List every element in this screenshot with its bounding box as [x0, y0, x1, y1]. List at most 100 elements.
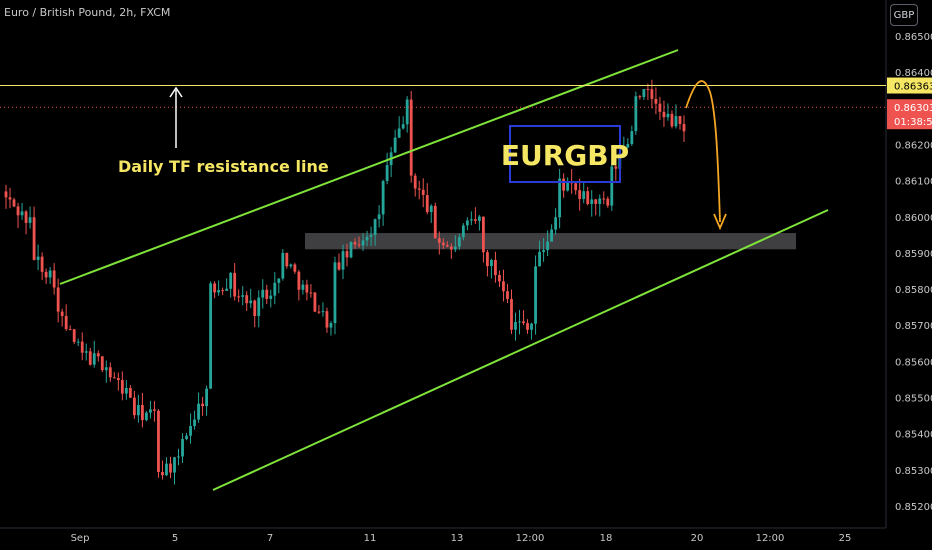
candle-body [48, 270, 52, 278]
candle-body [646, 89, 650, 91]
candle-body [205, 388, 208, 407]
candle-body [538, 251, 541, 267]
channel-lower-line[interactable] [212, 209, 829, 491]
candle-body [173, 457, 176, 473]
candle-body [269, 295, 273, 299]
x-tick-label: 25 [839, 533, 852, 544]
annotation-label: Daily TF resistance line [118, 157, 329, 176]
candle-body [141, 405, 144, 421]
candle-body [197, 403, 200, 420]
candle-body [381, 180, 385, 215]
candle-body [630, 131, 634, 145]
candle-body [602, 198, 606, 200]
candle-body [329, 323, 333, 328]
candle-body [425, 195, 429, 213]
candle-body [44, 271, 48, 278]
candle-body [301, 284, 305, 290]
x-tick-label: 18 [600, 533, 613, 544]
candle-body [437, 238, 441, 243]
candle-body [245, 295, 249, 304]
x-tick-label: 12:00 [756, 533, 785, 544]
candle-body [80, 341, 84, 353]
candle-body [405, 99, 409, 125]
candle-body [562, 178, 566, 191]
candle-body [241, 295, 245, 297]
arrow-head [169, 86, 183, 98]
candle-body [112, 377, 116, 379]
candle-body [670, 113, 674, 127]
candle-body [265, 289, 269, 299]
resistance-price-text: 0.86363 [894, 82, 932, 93]
candle-body [606, 198, 610, 206]
candle-body [558, 178, 562, 218]
x-tick-label: 12:00 [516, 533, 545, 544]
candle-body [289, 264, 293, 267]
candle-body [161, 471, 164, 476]
x-tick-label: Sep [71, 533, 90, 544]
candle-body [333, 262, 337, 324]
candle-body [498, 275, 501, 282]
candle-body [678, 116, 682, 124]
currency-button[interactable]: GBP [890, 4, 918, 26]
candle-body [514, 322, 517, 330]
candle-body [293, 264, 297, 272]
candle-body [229, 272, 233, 289]
candle-body [610, 166, 614, 206]
x-tick-label: 5 [172, 533, 178, 544]
candle-body [96, 353, 100, 357]
candle-body [401, 124, 405, 129]
candle-body [153, 409, 156, 411]
candle-body [349, 242, 353, 258]
candle-body [209, 283, 213, 389]
x-tick-label: 13 [451, 533, 464, 544]
candle-body [469, 219, 473, 221]
candle-body [457, 237, 461, 247]
candle-body [465, 220, 469, 226]
candle-body [177, 456, 180, 458]
candle-body [526, 323, 529, 330]
candle-body [88, 351, 92, 365]
candle-body [550, 229, 554, 242]
candle-body [413, 175, 417, 189]
candle-body [534, 266, 537, 324]
last-price-badge [887, 99, 932, 130]
candle-body [614, 166, 618, 169]
candle-body [662, 111, 666, 118]
candle-body [277, 278, 281, 283]
candle-body [12, 199, 16, 207]
candle-body [56, 287, 60, 312]
candle-body [136, 405, 140, 416]
candle-body [490, 259, 493, 267]
candle-body [441, 242, 445, 246]
candle-body [369, 234, 373, 237]
candle-body [124, 388, 128, 394]
candle-body [169, 463, 172, 473]
candle-body [622, 147, 626, 154]
candle-body [634, 96, 638, 132]
symbol-box-text: EURGBP [501, 139, 629, 172]
x-tick-label: 11 [364, 533, 377, 544]
candle-body [429, 205, 433, 213]
candle-body [185, 435, 188, 440]
candle-body [506, 291, 509, 299]
candle-body [84, 351, 88, 353]
candle-body [594, 199, 598, 204]
candle-body [590, 199, 594, 205]
candle-body [201, 403, 204, 407]
candle-body [165, 463, 168, 476]
channel-upper-line[interactable] [59, 49, 679, 285]
x-tick-label: 7 [267, 533, 273, 544]
candle-body [16, 206, 20, 216]
candle-body [449, 246, 453, 250]
last-price-text: 0.86303 [894, 103, 932, 114]
candle-body [477, 216, 481, 221]
